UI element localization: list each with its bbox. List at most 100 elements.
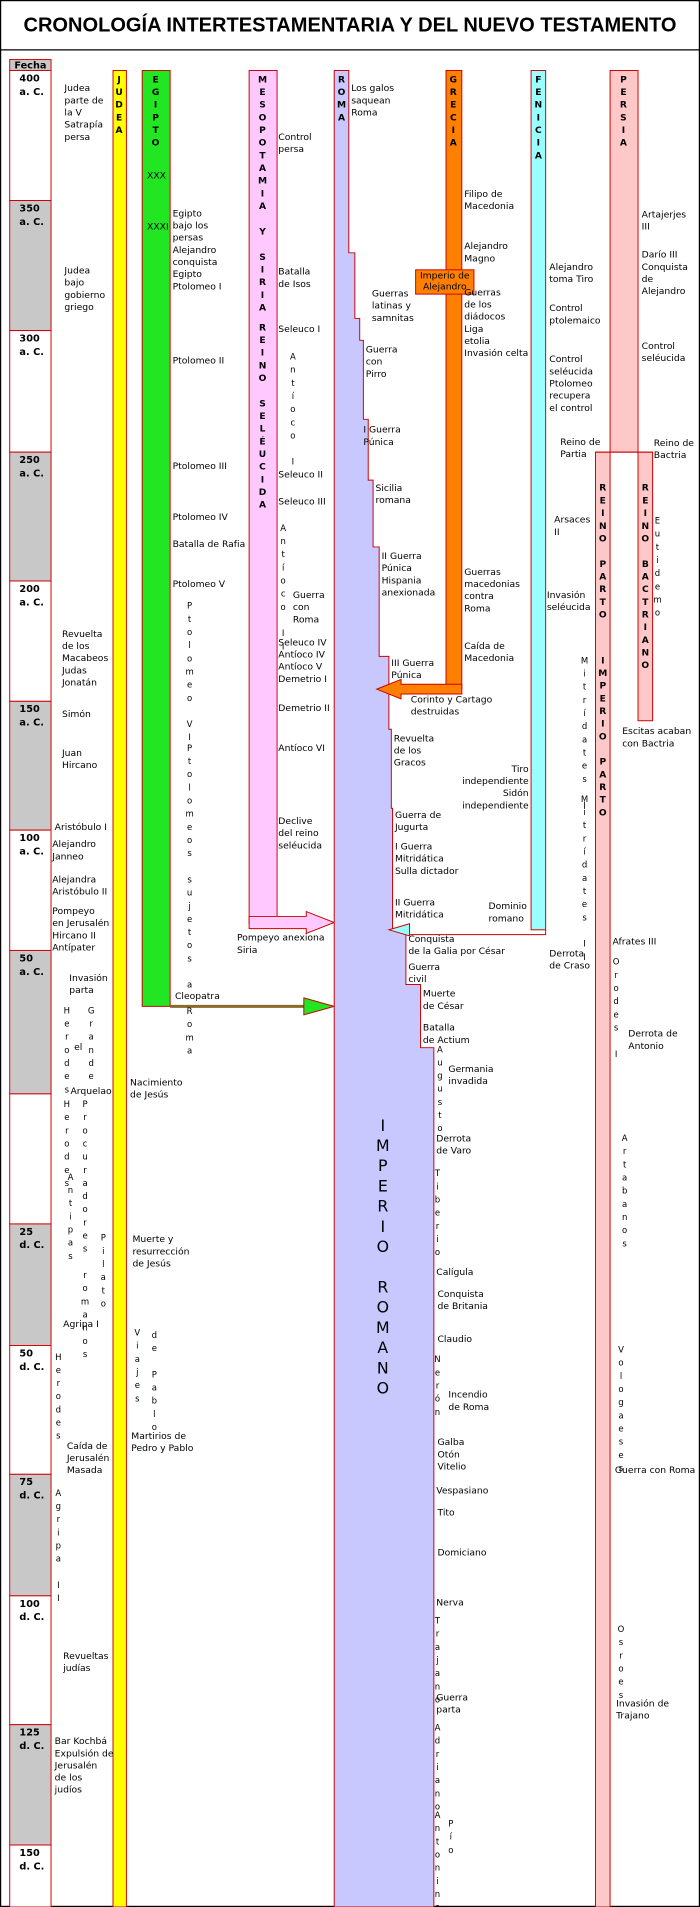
date-header: Fecha	[14, 61, 46, 72]
event-line: con	[366, 357, 383, 368]
event-line: II	[554, 527, 559, 538]
event-line: Seleuco III	[278, 496, 325, 507]
dynasty: XXX	[147, 171, 167, 182]
event: Nerva	[436, 1598, 463, 1609]
date-era: a. C.	[19, 718, 43, 729]
event-line: Sulla dictador	[395, 866, 459, 877]
event: Claudio	[438, 1334, 473, 1345]
date-year: 100	[19, 1599, 40, 1610]
event: Guerra con Roma	[615, 1465, 695, 1476]
event: Guerras de los diádocos Liga etolia Invasión …	[464, 287, 528, 359]
event-line: Germania	[448, 1064, 493, 1075]
date-year: 50	[19, 953, 33, 964]
vertical-label: Procuradores romanos	[80, 1100, 90, 1363]
event-line: parta	[69, 985, 94, 996]
date-year: 300	[19, 334, 40, 345]
event: Control seléucida Ptolomeo recupera el contr…	[549, 354, 593, 414]
event-line: Batalla	[423, 1023, 455, 1034]
event: Nacimiento de Jesús	[130, 1077, 183, 1100]
event-line: Tito	[437, 1508, 456, 1519]
vertical-label: Pío	[446, 1819, 456, 1858]
date-block	[9, 330, 52, 453]
date-year: 200	[19, 584, 40, 595]
event: Filipo de Macedonia	[464, 189, 514, 212]
event-line: Judea	[63, 83, 90, 94]
event-line: Revuelta	[394, 733, 434, 744]
event-line: Reino de	[560, 437, 600, 448]
event-line: persas	[173, 233, 204, 244]
empire-label: Imperio de Alejandro	[420, 270, 470, 292]
event-line: III	[642, 222, 650, 233]
event-line: Jugurta	[394, 822, 428, 833]
event-line: Invasión	[69, 973, 108, 984]
event-line: Sidón	[503, 788, 529, 799]
event: Tito	[437, 1508, 456, 1519]
event-line: Derrota	[436, 1133, 471, 1144]
date-era: a. C.	[19, 468, 43, 479]
date-era: d. C.	[19, 1240, 44, 1251]
column-label: IMPERIO PARTO	[598, 656, 608, 821]
date-year: 350	[19, 203, 40, 214]
event-line: Seleuco II	[278, 470, 323, 481]
event-line: Imperio de	[420, 270, 470, 281]
event: Pompeyo anexiona Siria	[237, 933, 325, 956]
column-label: GRECIA	[448, 75, 458, 151]
event: I Guerra Mitridática Sulla dictador	[395, 842, 459, 877]
event-line: Alejandro	[642, 286, 686, 297]
date-year: 75	[19, 1477, 33, 1488]
vertical-label: Antíoco I	[288, 352, 298, 470]
event-line: Macedonia	[464, 201, 514, 212]
date-block	[9, 1223, 52, 1346]
event-line: Muerte	[423, 989, 456, 1000]
event-line: destruidas	[411, 707, 460, 718]
vertical-label: Grande	[86, 1006, 96, 1085]
event-line: de los	[394, 746, 422, 757]
event-line: Los galos	[351, 83, 394, 94]
event-line: Escitas acaban	[622, 726, 691, 737]
vertical-label: Tiberio	[433, 1169, 443, 1261]
event: Ptolomeo V	[173, 579, 226, 590]
event-line: toma Tiro	[549, 274, 593, 285]
event-line: Ptolomeo III	[173, 461, 227, 472]
event-line: parte de	[64, 95, 103, 106]
column-label: JUDEA	[114, 75, 124, 138]
event: Pompeyo en Jerusalén Hircano II Antípater	[52, 906, 109, 953]
date-block	[9, 1844, 52, 1907]
event: Darío III Conquista de Alejandro	[642, 250, 688, 297]
date-block	[9, 1344, 52, 1475]
event: Control persa	[278, 132, 311, 155]
event-line: Revuelta	[62, 629, 102, 640]
event-line: de Jesús	[132, 1258, 170, 1269]
title: CRONOLOGÍA INTERTESTAMENTARIA Y DEL NUEV…	[23, 14, 676, 37]
vertical-label: Antonino	[433, 1811, 443, 1907]
event: Alejandro toma Tiro	[549, 262, 593, 285]
event-line: Siria	[237, 945, 257, 956]
event-line: Otón	[438, 1449, 461, 1460]
mesopotamia-arrow	[248, 910, 336, 935]
event: Cleopatra	[175, 991, 220, 1002]
dynasty: XXXI	[147, 222, 169, 233]
event-line: Arquelao	[70, 1086, 112, 1097]
event: Caída de Jerusalén Masada	[66, 1441, 110, 1476]
event-line: de Jesús	[130, 1090, 168, 1101]
event-line: Aristóbulo II	[52, 887, 107, 898]
event-line: Antonio	[628, 1041, 664, 1052]
event: Guerra parta	[436, 1692, 468, 1715]
date-era: d. C.	[19, 1861, 44, 1872]
event: Los galos saquean Roma	[351, 83, 394, 118]
event-line: Caída de	[67, 1441, 108, 1452]
event: Juan Hircano	[61, 748, 98, 771]
event-line: Caída de	[464, 641, 505, 652]
event-line: Calígula	[436, 1267, 473, 1278]
event-line: Tiro	[511, 764, 529, 775]
event-line: Alejandra	[52, 874, 96, 885]
date-era: d. C.	[19, 1362, 44, 1373]
column-label: IMPERIO ROMANO	[373, 1116, 392, 1399]
event-line: del reino	[278, 828, 319, 839]
event-line: Púnica	[382, 563, 412, 574]
event: Germania invadida	[448, 1064, 493, 1087]
event: Alejandra Aristóbulo II	[52, 874, 107, 897]
event-line: romano	[489, 913, 525, 924]
date-era: d. C.	[19, 1491, 44, 1502]
date-block	[9, 829, 52, 951]
